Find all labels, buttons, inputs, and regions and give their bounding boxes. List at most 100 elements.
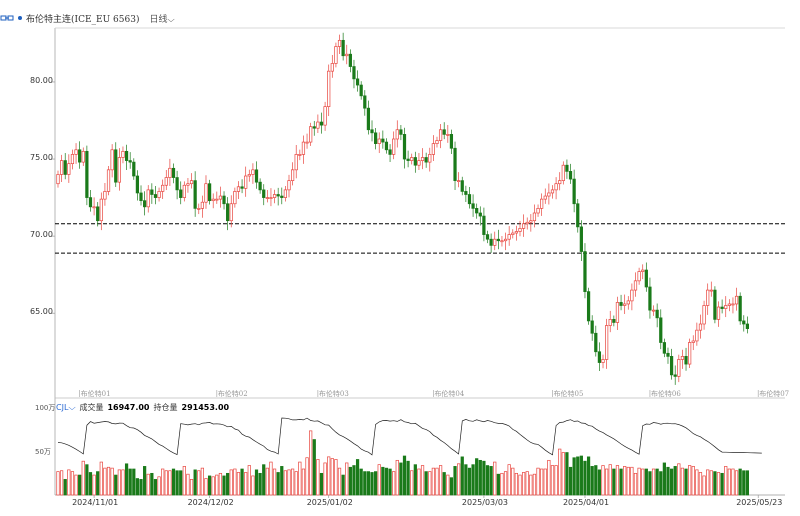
candle-body[interactable] — [363, 95, 367, 109]
volume-bar[interactable] — [605, 468, 609, 496]
volume-bar[interactable] — [345, 462, 349, 496]
volume-bar[interactable] — [662, 462, 666, 496]
volume-bar[interactable] — [597, 469, 602, 496]
volume-bar[interactable] — [81, 460, 85, 496]
candle-body[interactable] — [114, 149, 118, 183]
volume-bar[interactable] — [254, 469, 259, 496]
candle-body[interactable] — [211, 198, 215, 202]
candle-body[interactable] — [67, 163, 71, 175]
volume-bar[interactable] — [503, 471, 508, 496]
volume-bar[interactable] — [222, 475, 226, 496]
candle-body[interactable] — [330, 63, 334, 72]
candle-body[interactable] — [179, 189, 183, 198]
candle-body[interactable] — [659, 317, 663, 343]
candle-body[interactable] — [345, 53, 349, 57]
candle-body[interactable] — [233, 191, 237, 205]
volume-bar[interactable] — [370, 472, 374, 496]
volume-bar[interactable] — [139, 479, 143, 496]
candle-body[interactable] — [309, 126, 313, 143]
volume-bar[interactable] — [124, 463, 129, 496]
candle-body[interactable] — [662, 342, 666, 354]
candle-body[interactable] — [106, 169, 111, 192]
volume-bar[interactable] — [727, 468, 731, 496]
volume-bar[interactable] — [323, 462, 327, 496]
candle-body[interactable] — [265, 197, 269, 199]
candle-body[interactable] — [337, 39, 342, 47]
candle-body[interactable] — [449, 134, 454, 149]
candle-body[interactable] — [590, 320, 594, 334]
volume-bar[interactable] — [417, 468, 421, 496]
volume-bar[interactable] — [485, 465, 490, 496]
volume-bar[interactable] — [673, 466, 677, 496]
volume-bar[interactable] — [536, 467, 540, 496]
volume-bar[interactable] — [70, 471, 75, 496]
volume-bar[interactable] — [164, 470, 168, 496]
candle-body[interactable] — [688, 342, 692, 365]
candle-body[interactable] — [359, 84, 363, 97]
candle-body[interactable] — [713, 289, 717, 320]
candle-body[interactable] — [428, 154, 432, 163]
volume-bar[interactable] — [702, 475, 706, 496]
volume-bar[interactable] — [171, 468, 176, 496]
candle-body[interactable] — [146, 189, 150, 208]
volume-bar[interactable] — [688, 465, 692, 496]
volume-bar[interactable] — [290, 468, 295, 496]
candle-body[interactable] — [475, 208, 479, 214]
candle-body[interactable] — [85, 150, 89, 198]
candle-body[interactable] — [352, 66, 356, 80]
candle-body[interactable] — [576, 203, 580, 228]
volume-bar[interactable] — [56, 471, 60, 496]
candle-body[interactable] — [597, 351, 602, 363]
volume-bar[interactable] — [449, 477, 454, 496]
volume-bar[interactable] — [240, 468, 244, 496]
volume-bar[interactable] — [619, 468, 623, 496]
volume-bar[interactable] — [117, 469, 121, 496]
candle-body[interactable] — [464, 191, 468, 195]
candle-body[interactable] — [431, 143, 435, 155]
volume-bar[interactable] — [258, 472, 262, 496]
volume-bar[interactable] — [550, 465, 555, 496]
candle-body[interactable] — [99, 198, 103, 222]
candle-body[interactable] — [435, 140, 439, 144]
volume-bar[interactable] — [399, 462, 403, 496]
candle-body[interactable] — [586, 291, 591, 322]
candle-body[interactable] — [442, 129, 446, 135]
volume-bar[interactable] — [493, 461, 497, 496]
candle-body[interactable] — [381, 138, 385, 143]
volume-bar[interactable] — [298, 461, 302, 496]
volume-bar[interactable] — [565, 452, 569, 496]
volume-bar[interactable] — [135, 478, 140, 496]
volume-bar[interactable] — [179, 470, 183, 496]
volume-bar[interactable] — [695, 469, 699, 496]
volume-bar[interactable] — [496, 473, 500, 496]
volume-bar[interactable] — [200, 467, 204, 496]
volume-bar[interactable] — [500, 472, 504, 496]
volume-bar[interactable] — [435, 467, 439, 496]
candle-body[interactable] — [323, 106, 327, 126]
volume-bar[interactable] — [608, 464, 612, 496]
volume-bar[interactable] — [641, 468, 645, 496]
candle-body[interactable] — [734, 295, 739, 305]
volume-bar[interactable] — [355, 459, 360, 496]
candle-body[interactable] — [532, 212, 537, 222]
volume-bar[interactable] — [659, 471, 663, 496]
candle-body[interactable] — [254, 169, 259, 183]
candle-body[interactable] — [92, 206, 96, 209]
candle-body[interactable] — [716, 306, 721, 320]
volume-bar[interactable] — [359, 468, 363, 496]
candle-body[interactable] — [637, 271, 641, 282]
volume-bar[interactable] — [157, 476, 161, 496]
candle-body[interactable] — [189, 180, 194, 185]
candle-body[interactable] — [500, 240, 504, 243]
volume-bar[interactable] — [63, 479, 67, 496]
volume-bar[interactable] — [161, 468, 165, 496]
volume-bar[interactable] — [637, 467, 641, 496]
candle-body[interactable] — [103, 191, 107, 200]
volume-bar[interactable] — [287, 469, 291, 496]
candle-body[interactable] — [655, 309, 659, 319]
indicator-dropdown[interactable]: CJL⌵ — [56, 403, 76, 413]
volume-bar[interactable] — [521, 472, 526, 496]
volume-bar[interactable] — [207, 475, 212, 496]
volume-bar[interactable] — [301, 468, 306, 496]
volume-bar[interactable] — [738, 468, 742, 496]
